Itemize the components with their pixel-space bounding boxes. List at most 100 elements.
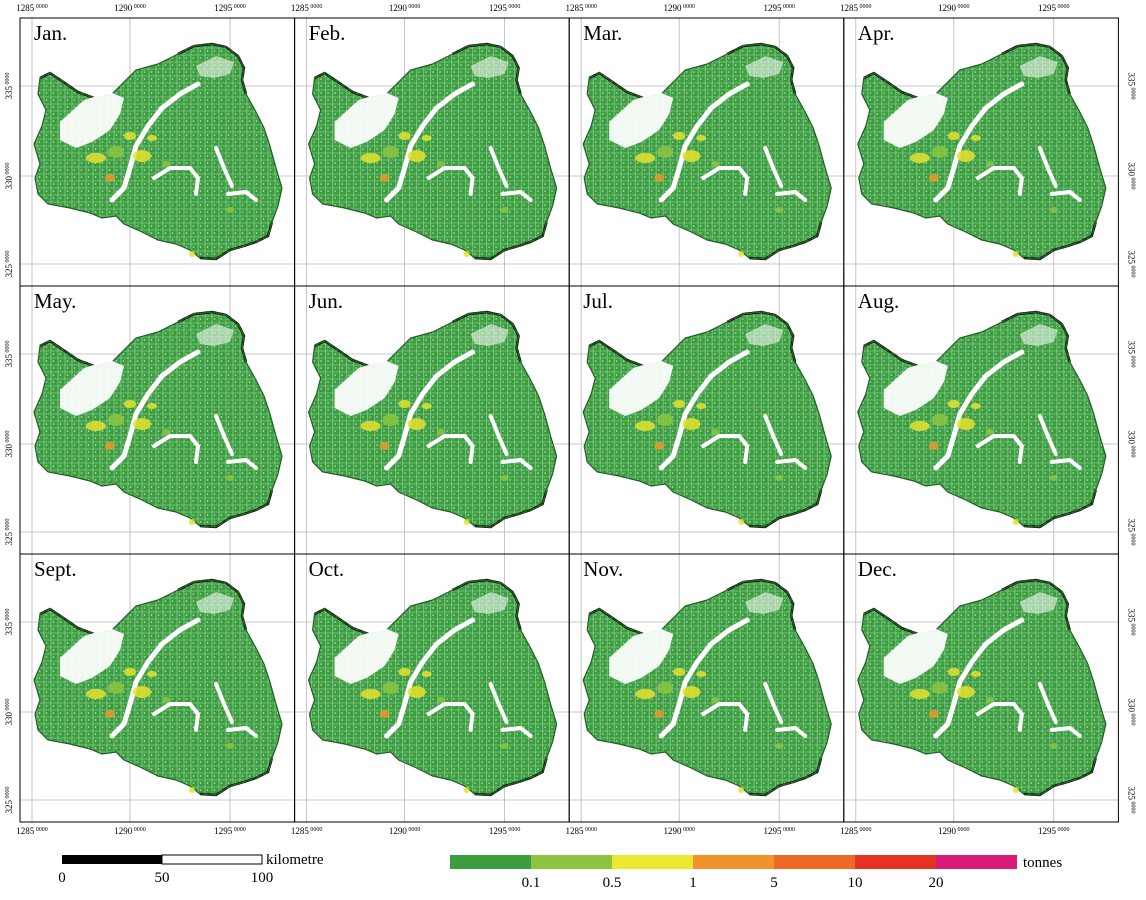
emission-hotspot xyxy=(1012,787,1019,793)
emission-hotspot xyxy=(162,697,170,703)
emission-hotspot xyxy=(673,132,686,140)
region-outline xyxy=(307,311,558,528)
emission-hotspot xyxy=(635,153,656,163)
region-outline xyxy=(857,43,1107,260)
emission-hotspot xyxy=(928,710,939,718)
tick-label: 1285 0000 xyxy=(840,826,872,836)
emission-hotspot xyxy=(147,135,157,141)
emission-hotspot xyxy=(928,174,939,182)
scale-bar-tick: 100 xyxy=(251,870,274,886)
legend-swatch xyxy=(936,855,1017,869)
tick-label: 330 0000 xyxy=(1126,163,1136,190)
emission-raster xyxy=(34,44,282,259)
scale-bar-white xyxy=(161,854,263,865)
legend-break-label: 20 xyxy=(929,875,944,891)
emission-hotspot xyxy=(189,787,195,793)
emission-hotspot xyxy=(682,150,701,162)
emission-hotspot xyxy=(985,161,994,167)
scale-bar-tick: 50 xyxy=(155,870,170,886)
emission-hotspot xyxy=(696,671,707,677)
emission-hotspot xyxy=(463,251,470,257)
tick-label: 1285 0000 xyxy=(291,3,323,13)
emission-hotspot xyxy=(407,150,426,162)
emission-hotspot xyxy=(379,174,390,182)
emission-hotspot xyxy=(696,403,707,409)
tick-label: 335 0000 xyxy=(4,341,14,368)
no-data-area xyxy=(60,92,124,148)
river xyxy=(933,617,1025,739)
region-outline xyxy=(857,579,1107,796)
emission-hotspot xyxy=(635,421,656,431)
sparse-area xyxy=(196,324,234,346)
emission-raster xyxy=(308,44,557,259)
sparse-area xyxy=(470,324,509,346)
emission-hotspot xyxy=(463,787,470,793)
emission-hotspot xyxy=(500,743,509,749)
scale-bar-tick: 0 xyxy=(58,870,66,886)
lake xyxy=(975,414,1082,470)
tick-label: 1290 0000 xyxy=(389,3,421,13)
tick-label: 330 0000 xyxy=(4,163,14,190)
tick-label: 1295 0000 xyxy=(763,826,795,836)
emission-hotspot xyxy=(673,668,686,676)
map-panel: Aug. xyxy=(843,285,1119,555)
emission-hotspot xyxy=(421,135,432,141)
legend-swatch xyxy=(774,855,855,869)
month-label: Apr. xyxy=(858,21,895,45)
emission-hotspot xyxy=(657,146,674,158)
map-panel: Jul. xyxy=(568,285,845,555)
tick-label: 1290 0000 xyxy=(389,826,421,836)
map-panel: Apr. xyxy=(843,17,1119,287)
no-data-area xyxy=(609,92,674,148)
no-data-area xyxy=(883,92,948,148)
map-panel-grid: Jan. Feb. Mar. Apr. May. Jun. Jul. Aug. Sept. Oct… xyxy=(4,3,1136,836)
emission-hotspot xyxy=(133,150,151,162)
emission-hotspot xyxy=(711,161,720,167)
river xyxy=(384,349,476,471)
emission-hotspot xyxy=(500,207,509,213)
region-outline xyxy=(33,311,283,528)
emission-hotspot xyxy=(673,400,686,408)
tick-label: 335 0000 xyxy=(4,73,14,100)
tick-label: 1290 0000 xyxy=(663,826,695,836)
tick-label: 1295 0000 xyxy=(489,3,520,13)
emission-hotspot xyxy=(124,400,136,408)
tick-label: 1285 0000 xyxy=(291,826,323,836)
emission-hotspot xyxy=(931,682,948,694)
emission-hotspot xyxy=(985,429,994,435)
river xyxy=(658,349,750,471)
emission-hotspot xyxy=(909,689,930,699)
lake xyxy=(426,146,533,202)
map-panel: Oct. xyxy=(294,553,570,823)
emission-hotspot xyxy=(947,132,960,140)
legend-area: kilometre 0 50 100 tonnes 0.1 0.5 1 5 10 20 xyxy=(58,852,1062,891)
month-label: Dec. xyxy=(858,557,897,581)
tick-label: 330 0000 xyxy=(4,699,14,726)
emission-hotspot xyxy=(738,251,745,257)
emission-raster xyxy=(583,580,832,795)
river xyxy=(384,617,476,739)
emission-hotspot xyxy=(436,697,445,703)
emission-hotspot xyxy=(147,403,157,409)
lake xyxy=(701,414,808,470)
river xyxy=(109,81,201,203)
tick-label: 335 0000 xyxy=(4,609,14,636)
emission-raster xyxy=(34,312,282,527)
tick-label: 325 0000 xyxy=(4,251,14,278)
emission-hotspot xyxy=(108,146,124,158)
emission-raster xyxy=(583,44,832,259)
emission-hotspot xyxy=(226,207,234,213)
lake xyxy=(152,682,258,738)
sparse-area xyxy=(470,592,509,614)
river xyxy=(658,617,750,739)
legend-swatch xyxy=(450,855,531,869)
sparse-area xyxy=(196,56,234,78)
lake xyxy=(426,414,533,470)
sparse-area xyxy=(1019,324,1058,346)
emission-hotspot xyxy=(398,400,411,408)
emission-hotspot xyxy=(956,418,975,430)
map-panel: Dec. xyxy=(843,553,1119,823)
panel-frame xyxy=(843,553,1119,823)
emission-hotspot xyxy=(931,414,948,426)
